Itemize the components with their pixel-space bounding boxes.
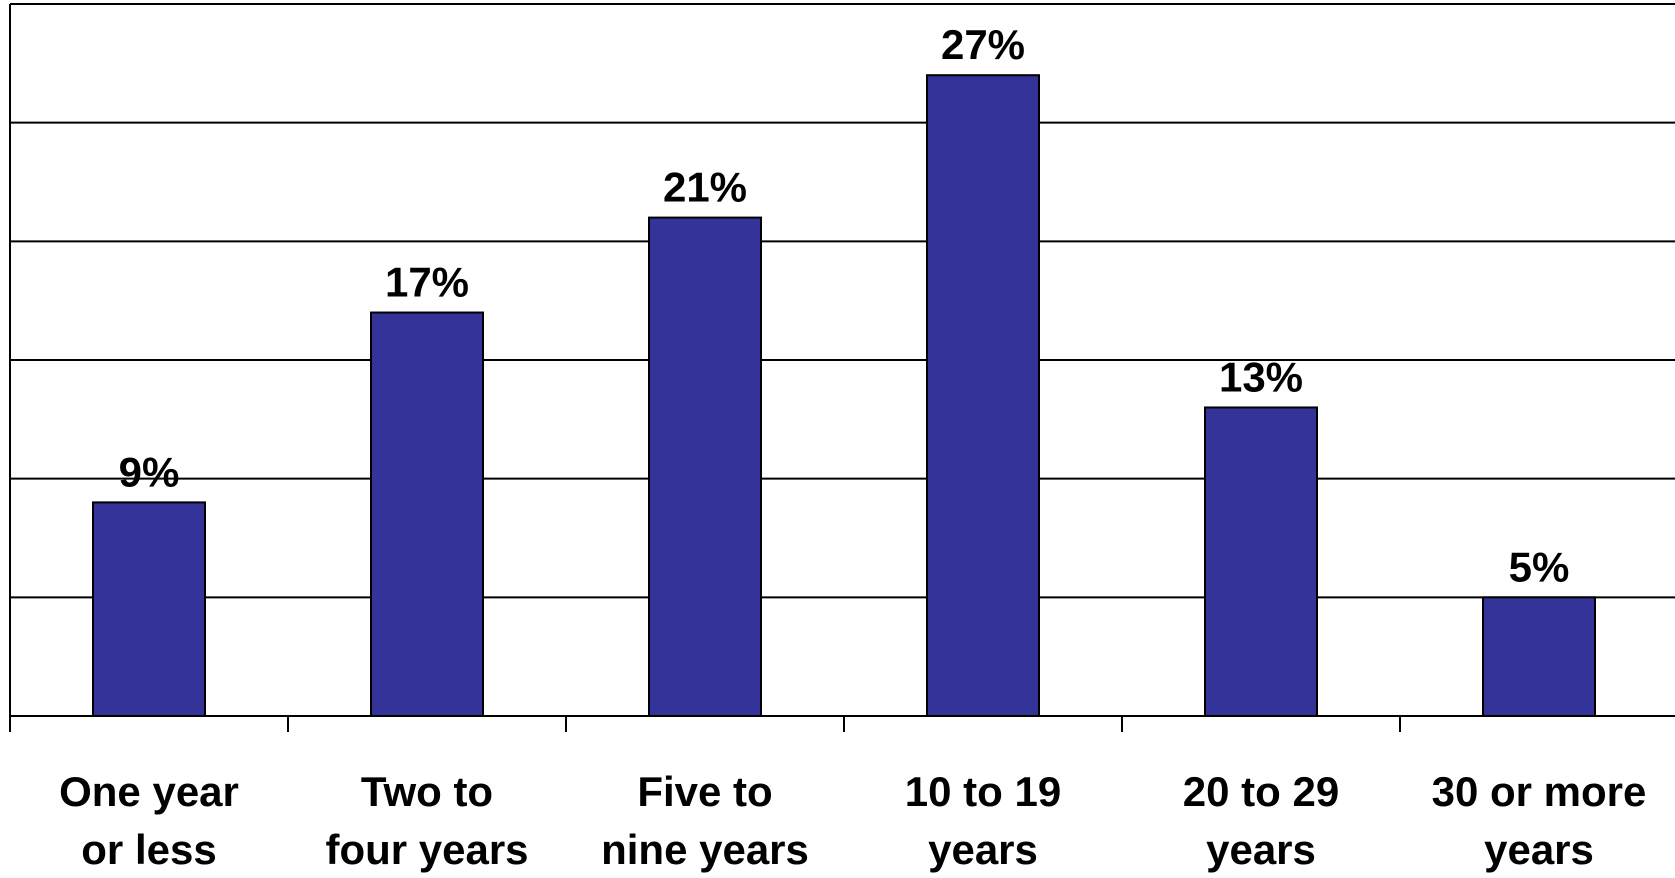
category-label-line: years [1484,826,1594,873]
category-labels: One year or less Two to four years Five to ni… [59,768,1646,873]
category-label-line: years [928,826,1038,873]
category-label-line: years [1206,826,1316,873]
bar [648,216,762,717]
bars [92,74,1596,717]
bar [1482,596,1596,717]
category-label: 10 to 19 years [905,768,1061,873]
category-label-line: Two to [361,768,493,815]
value-label: 17% [385,259,469,306]
gridlines [10,3,1675,599]
value-label: 27% [941,21,1025,68]
category-label-line: nine years [601,826,809,873]
bar [92,501,206,717]
category-label: Five to nine years [601,768,809,873]
value-label: 21% [663,164,747,211]
category-label-line: four years [325,826,528,873]
category-label: 30 or more years [1432,768,1647,873]
category-label: One year or less [59,768,239,873]
value-labels: 9% 17% 21% 27% 13% 5% [119,21,1570,590]
category-label-line: 30 or more [1432,768,1647,815]
category-label-line: or less [81,826,216,873]
bar [1204,406,1318,717]
category-label: 20 to 29 years [1183,768,1339,873]
bar [926,74,1040,717]
value-label: 13% [1219,353,1303,400]
bar [370,311,484,717]
category-label-line: One year [59,768,239,815]
category-label: Two to four years [325,768,528,873]
category-label-line: Five to [637,768,772,815]
category-label-line: 10 to 19 [905,768,1061,815]
x-axis [9,4,1675,732]
category-label-line: 20 to 29 [1183,768,1339,815]
value-label: 9% [119,448,180,495]
value-label: 5% [1509,543,1570,590]
